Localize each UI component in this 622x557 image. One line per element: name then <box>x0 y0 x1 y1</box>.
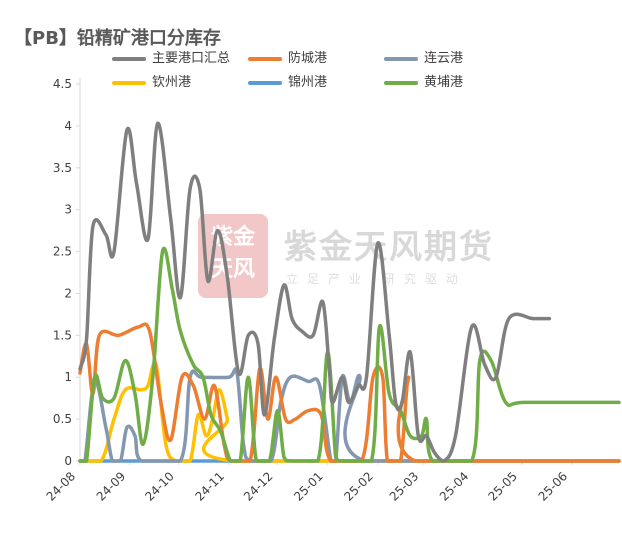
x-tick-label: 24-09 <box>94 469 129 504</box>
legend-swatch-qinzhou <box>112 80 146 85</box>
legend-label-lianyungang: 连云港 <box>424 51 464 66</box>
y-tick-label: 4 <box>64 119 72 133</box>
legend-label-total: 主要港口汇总 <box>152 51 231 66</box>
y-tick-label: 3 <box>64 203 72 217</box>
y-tick-label: 1.5 <box>53 328 72 342</box>
x-tick-label: 25-03 <box>387 469 422 504</box>
x-tick-label: 25-04 <box>437 469 472 504</box>
page-title: 【PB】铅精矿港口分库存 <box>14 28 221 49</box>
legend-item-lianyungang: 连云港 <box>384 50 463 68</box>
legend-label-jinzhou: 锦州港 <box>288 75 328 90</box>
legend-swatch-lianyungang <box>384 56 418 61</box>
x-tick-label: 25-02 <box>341 469 376 504</box>
chart-axes <box>76 78 619 465</box>
legend-label-qinzhou: 钦州港 <box>152 75 192 90</box>
x-tick-label: 24-11 <box>192 469 227 504</box>
x-tick-label: 24-12 <box>241 469 276 504</box>
legend-item-total: 主要港口汇总 <box>112 50 230 68</box>
y-tick-label: 2.5 <box>53 245 72 259</box>
y-tick-label: 0 <box>64 454 72 468</box>
y-tick-label: 1 <box>64 370 72 384</box>
y-tick-label: 4.5 <box>53 77 72 91</box>
legend-swatch-total <box>112 56 146 61</box>
y-tick-label: 0.5 <box>53 412 72 426</box>
series-total-line <box>78 121 552 463</box>
series-qinzhou-line <box>78 360 621 463</box>
legend-item-fangchenggang: 防城港 <box>248 50 327 68</box>
legend-item-qinzhou: 钦州港 <box>112 74 191 92</box>
legend-item-huangpu: 黄埔港 <box>384 74 463 92</box>
x-tick-label: 25-05 <box>485 469 520 504</box>
legend-label-huangpu: 黄埔港 <box>424 75 464 90</box>
chart-series <box>78 121 621 463</box>
x-tick-label: 24-10 <box>142 469 177 504</box>
legend-item-jinzhou: 锦州港 <box>248 74 327 92</box>
legend-swatch-jinzhou <box>248 80 282 85</box>
legend-swatch-fangchenggang <box>248 56 282 61</box>
legend-swatch-huangpu <box>384 80 418 85</box>
series-huangpu-line <box>78 246 621 463</box>
x-tick-label: 25-06 <box>536 469 571 504</box>
series-fangchenggang-line <box>78 322 621 463</box>
y-tick-label: 3.5 <box>53 161 72 175</box>
legend-label-fangchenggang: 防城港 <box>288 51 328 66</box>
y-tick-label: 2 <box>64 286 72 300</box>
x-tick-label: 24-08 <box>44 469 79 504</box>
x-tick-label: 25-01 <box>291 469 326 504</box>
